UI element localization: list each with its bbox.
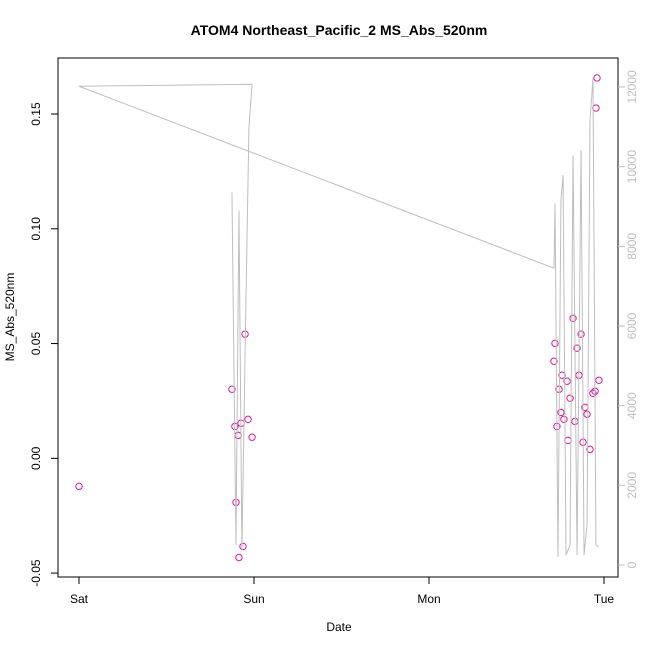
data-point: [235, 553, 243, 562]
data-point: [566, 394, 574, 402]
data-point: [550, 357, 558, 365]
data-point: [564, 436, 572, 445]
data-point: [583, 410, 591, 418]
y2-tick-label: 8000: [625, 233, 639, 260]
x-tick-label: Tue: [594, 592, 615, 606]
y-tick-label: 0.00: [29, 446, 43, 470]
chart-title: ATOM4 Northeast_Pacific_2 MS_Abs_520nm: [191, 22, 488, 38]
data-point: [595, 376, 603, 384]
data-point: [557, 408, 565, 417]
data-point: [234, 431, 242, 440]
data-point: [558, 371, 566, 379]
y-tick-label: 0.05: [29, 332, 43, 356]
y-tick-label: -0.05: [29, 559, 43, 587]
data-point: [571, 417, 579, 426]
y2-tick-label: 4000: [625, 392, 639, 419]
data-point: [586, 445, 594, 454]
plot-box: [57, 57, 619, 578]
data-point: [244, 415, 252, 424]
y-tick-label: 0.10: [29, 217, 43, 241]
x-axis-label: Date: [326, 620, 352, 634]
y-tick-label: 0.15: [29, 102, 43, 126]
data-point: [75, 482, 83, 491]
y2-tick-label: 12000: [625, 70, 639, 104]
x-tick-label: Sat: [70, 592, 89, 606]
data-point: [592, 104, 600, 112]
y2-tick-label: 2000: [625, 472, 639, 499]
y2-tick-label: 10000: [625, 150, 639, 184]
data-point: [573, 344, 581, 352]
data-point: [560, 415, 568, 424]
data-point: [239, 542, 247, 551]
y-axis-label: MS_Abs_520nm: [3, 273, 17, 362]
x-tick-label: Sun: [243, 592, 264, 606]
data-point: [593, 74, 601, 82]
x-tick-label: Mon: [417, 592, 440, 606]
data-point: [563, 377, 571, 385]
data-point: [589, 389, 597, 398]
data-point: [569, 314, 577, 323]
data-point: [228, 385, 236, 393]
y2-tick-label: 0: [625, 561, 639, 568]
data-point: [577, 330, 585, 338]
data-point: [248, 433, 256, 441]
y2-tick-label: 6000: [625, 312, 639, 339]
data-line: [78, 78, 600, 558]
data-point: [551, 339, 559, 348]
